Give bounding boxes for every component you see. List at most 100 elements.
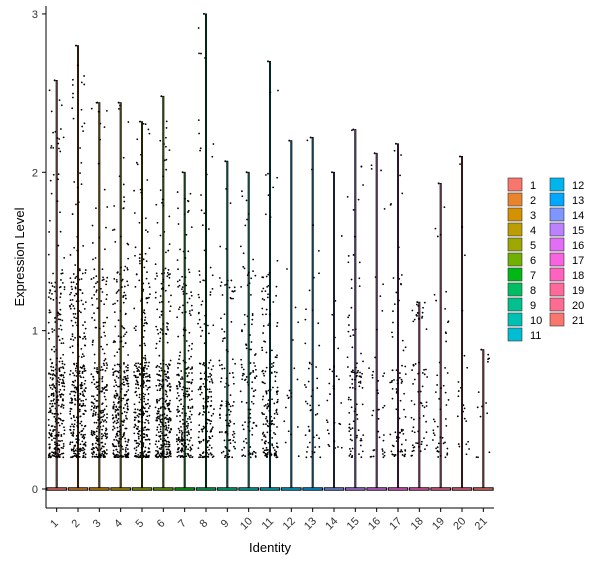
point: [404, 365, 407, 368]
point: [227, 401, 230, 404]
point: [305, 456, 308, 459]
point: [244, 224, 247, 227]
point: [144, 354, 147, 357]
point: [286, 268, 288, 270]
point: [55, 382, 58, 385]
point: [211, 435, 214, 438]
point: [219, 284, 222, 287]
point: [136, 428, 139, 430]
point: [84, 269, 87, 271]
point: [61, 281, 64, 284]
point: [159, 374, 162, 377]
point: [328, 382, 331, 385]
point: [265, 351, 268, 354]
point: [272, 301, 275, 303]
point: [254, 376, 256, 379]
point: [126, 364, 129, 367]
point: [55, 422, 58, 425]
point: [417, 372, 420, 375]
point: [69, 410, 72, 413]
point: [158, 370, 161, 372]
point: [160, 314, 163, 316]
point: [161, 405, 164, 408]
x-tick-label: 15: [345, 515, 362, 532]
point: [227, 422, 230, 425]
point: [49, 429, 52, 432]
point: [76, 235, 79, 238]
point: [190, 437, 192, 439]
point: [420, 402, 423, 405]
point: [176, 387, 179, 390]
point: [74, 336, 77, 339]
legend-key-17: [549, 252, 565, 267]
point: [82, 130, 85, 133]
point: [346, 366, 349, 368]
point: [355, 375, 358, 378]
point: [120, 454, 123, 457]
point-max: [331, 171, 333, 174]
point: [119, 366, 122, 369]
point: [69, 428, 72, 431]
point: [191, 309, 194, 311]
point: [188, 312, 191, 315]
point: [377, 430, 380, 433]
point: [166, 271, 169, 274]
point: [304, 384, 306, 386]
x-ticks: 1 2 3 4 5 6 7 8 9 10 11 12 13 14 15 16 17 18 19 20 21: [48, 508, 490, 532]
point: [142, 395, 145, 398]
point: [181, 378, 184, 380]
point: [119, 340, 122, 343]
violin-11: [269, 61, 271, 490]
point: [202, 361, 205, 364]
point: [197, 322, 199, 325]
point: [416, 312, 419, 314]
point: [263, 382, 266, 385]
point: [296, 426, 299, 428]
point: [115, 445, 118, 448]
point: [180, 430, 183, 432]
point: [167, 249, 170, 252]
point: [105, 367, 108, 370]
point: [168, 149, 171, 152]
point: [154, 263, 157, 266]
point: [142, 282, 145, 285]
point: [138, 401, 141, 404]
point: [159, 189, 162, 192]
point: [275, 285, 278, 288]
point: [328, 445, 331, 448]
point: [93, 319, 96, 322]
point: [57, 404, 60, 407]
point: [144, 316, 147, 319]
point: [249, 412, 251, 415]
point: [176, 385, 178, 388]
point: [267, 399, 270, 402]
point: [69, 369, 72, 372]
point: [158, 417, 160, 420]
point: [251, 427, 254, 430]
point: [158, 410, 160, 413]
point: [222, 337, 225, 340]
point: [62, 374, 65, 377]
point: [433, 293, 436, 296]
point: [234, 441, 236, 444]
point: [212, 455, 215, 458]
point: [144, 364, 146, 367]
point: [186, 427, 189, 429]
x-tick-label: 2: [69, 517, 82, 530]
point: [106, 384, 108, 387]
point: [116, 351, 119, 354]
point: [102, 415, 105, 418]
point: [160, 406, 162, 409]
point: [199, 326, 202, 329]
point: [82, 399, 85, 402]
point: [74, 369, 77, 372]
point: [78, 335, 81, 338]
point: [111, 414, 114, 417]
point: [265, 423, 267, 425]
point: [361, 372, 364, 375]
point: [382, 456, 385, 459]
point: [164, 434, 166, 437]
point: [175, 440, 178, 443]
violin-base-11: [259, 487, 281, 491]
point: [114, 241, 117, 243]
